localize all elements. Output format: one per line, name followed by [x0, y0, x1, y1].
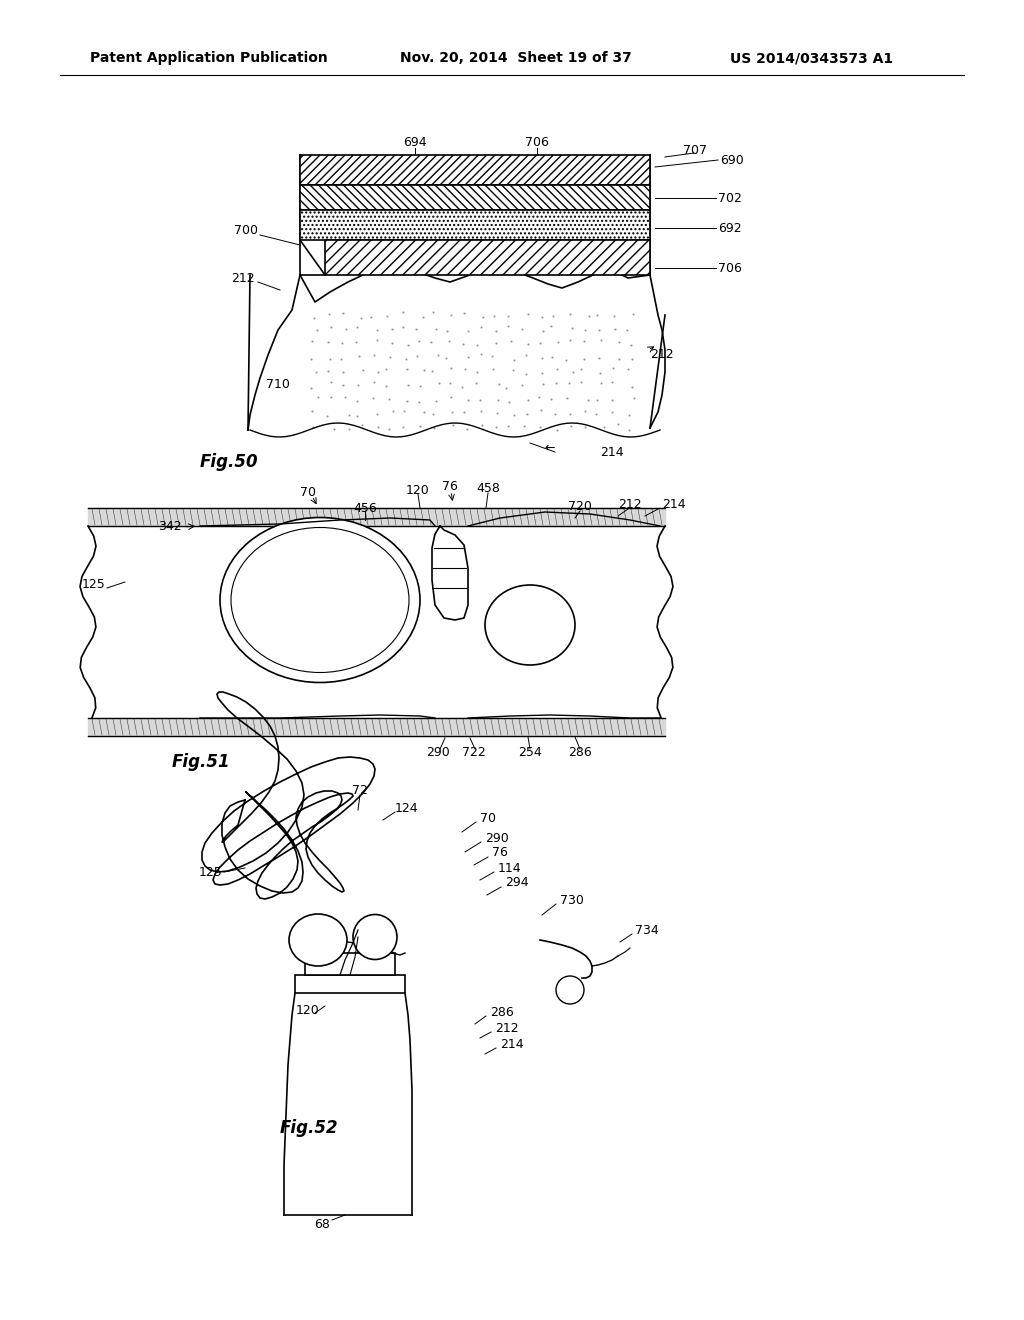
Bar [300, 154, 650, 185]
Bar [325, 240, 650, 275]
Text: US 2014/0343573 A1: US 2014/0343573 A1 [730, 51, 893, 65]
Text: ←: ← [545, 442, 555, 455]
Text: 294: 294 [505, 876, 528, 890]
Text: Nov. 20, 2014  Sheet 19 of 37: Nov. 20, 2014 Sheet 19 of 37 [400, 51, 632, 65]
Text: 720: 720 [568, 500, 592, 513]
Bar [300, 210, 650, 240]
Text: 290: 290 [426, 747, 450, 759]
Text: 710: 710 [266, 379, 290, 392]
Text: 76: 76 [492, 846, 508, 859]
Text: Fig.51: Fig.51 [172, 752, 230, 771]
Text: 124: 124 [395, 801, 419, 814]
Ellipse shape [289, 913, 347, 966]
Text: 290: 290 [485, 832, 509, 845]
Text: Fig.52: Fig.52 [280, 1119, 339, 1137]
Text: 214: 214 [600, 446, 624, 458]
Text: 730: 730 [560, 894, 584, 907]
Text: 68: 68 [314, 1218, 330, 1232]
Text: 342: 342 [159, 520, 182, 533]
Bar [325, 240, 650, 275]
Text: Patent Application Publication: Patent Application Publication [90, 51, 328, 65]
Ellipse shape [353, 915, 397, 960]
Text: 212: 212 [650, 348, 674, 362]
Text: 254: 254 [518, 747, 542, 759]
Text: 124: 124 [298, 644, 322, 656]
Text: 700: 700 [234, 223, 258, 236]
Text: 694: 694 [403, 136, 427, 149]
Text: 707: 707 [683, 144, 707, 157]
Text: 212: 212 [231, 272, 255, 285]
Text: Fig.50: Fig.50 [200, 453, 259, 471]
Text: 734: 734 [635, 924, 658, 936]
Text: 456: 456 [353, 502, 377, 515]
Ellipse shape [485, 585, 575, 665]
Text: 114: 114 [498, 862, 521, 874]
Text: 706: 706 [718, 261, 741, 275]
Text: 214: 214 [500, 1038, 523, 1051]
Text: 214: 214 [662, 498, 686, 511]
Bar [295, 975, 406, 993]
Text: 286: 286 [490, 1006, 514, 1019]
Text: 706: 706 [525, 136, 549, 149]
Text: 692: 692 [718, 222, 741, 235]
Text: 722: 722 [462, 747, 485, 759]
Bar [300, 185, 650, 210]
Text: 120: 120 [296, 1003, 319, 1016]
Ellipse shape [220, 517, 420, 682]
Text: 212: 212 [495, 1022, 518, 1035]
Text: 72: 72 [352, 784, 368, 796]
Text: 70: 70 [480, 812, 496, 825]
Ellipse shape [556, 975, 584, 1005]
Ellipse shape [231, 528, 409, 672]
Text: 286: 286 [568, 747, 592, 759]
Text: 690: 690 [720, 153, 743, 166]
Text: 702: 702 [718, 191, 741, 205]
Bar [305, 953, 395, 975]
Text: 125: 125 [199, 866, 222, 879]
Text: 458: 458 [476, 482, 500, 495]
Bar [300, 185, 650, 210]
Bar [300, 154, 650, 185]
Text: 70: 70 [300, 486, 316, 499]
Bar [300, 210, 650, 240]
Text: 76: 76 [442, 480, 458, 494]
Text: 212: 212 [618, 498, 642, 511]
Text: 125: 125 [81, 578, 105, 591]
Text: 120: 120 [407, 483, 430, 496]
